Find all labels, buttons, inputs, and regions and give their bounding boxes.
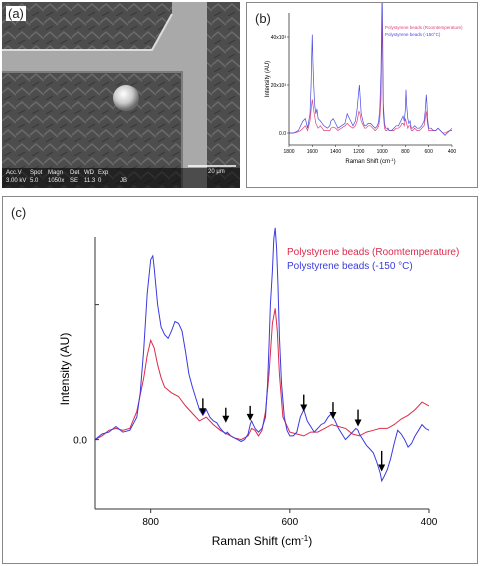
b-x-tick-label: 1400 [330,149,341,155]
c-arrow-head [300,404,308,412]
polystyrene-bead [113,85,139,111]
panel-label-a: (a) [6,6,26,21]
sem-header-magn: Magn [48,170,64,176]
spectrum-panel-b: (b) 1800 1600 1400 1200 1000 800 600 400 0.0 20x… [246,2,478,188]
c-arrow-head [246,413,254,421]
b-x-tick-label: 1600 [307,149,318,155]
sem-value-exp: 0 [98,178,102,184]
c-x-tick-label: 600 [281,517,298,528]
sem-info-bar: Acc.V Spot Magn Det WD Exp 3.00 kV 5.0 1… [2,168,240,188]
b-x-tick-label: 1000 [377,149,388,155]
b-y-tick-label: 0.0 [279,131,286,137]
b-y-tick-label: 40x10³ [271,35,287,41]
b-x-axis-label: Raman Shift (cm-1) [345,157,395,166]
sem-header-exp: Exp [98,170,109,176]
b-x-tick-label: 1200 [353,149,364,155]
sem-value-det: SE [70,178,79,184]
c-y-tick-label-zero: 0.0 [73,436,87,447]
sem-header-det: Det [70,170,80,176]
sem-image-panel: (a) Acc.V Spot Magn Det WD Exp 3.00 kV 5… [2,2,240,188]
c-legend-room: Polystyrene beads (Roomtemperature) [287,247,459,258]
b-x-tick-label: 800 [401,149,410,155]
sem-header-wd: WD [84,170,94,176]
sem-micrograph [2,2,240,188]
c-x-axis-label: Raman Shift (cm-1) [212,534,312,549]
b-y-tick-label: 20x10³ [271,83,287,89]
b-x-tick-label: 1800 [283,149,294,155]
sem-value-wd: 11.3 [84,178,96,184]
c-series-0 [94,308,430,441]
b-series-1 [289,3,452,136]
panel-label-b: (b) [253,11,273,26]
c-arrow-head [378,464,386,472]
c-arrow-head [354,419,362,427]
c-x-tick-label: 400 [421,517,438,528]
b-legend-cold: Polystyrene beads (-150°C) [385,32,441,37]
panel-label-c: (c) [9,205,29,220]
b-x-tick-label: 600 [425,149,434,155]
sem-value-spot: 5.0 [30,178,39,184]
c-arrow-head [222,415,230,423]
chart-b: 1800 1600 1400 1200 1000 800 600 400 0.0 20x10³ 4… [265,3,463,166]
sem-header-spot: Spot [30,170,43,176]
sem-value-magn: 1050x [48,178,65,184]
c-arrow-head [329,412,337,419]
b-x-tick-label: 400 [448,149,457,155]
b-legend-room: Polystyrene beads (Roomtemperature) [385,25,463,30]
sem-value-accv: 3.00 kV [6,178,27,184]
sem-header-accv: Acc.V [6,170,22,176]
sem-scale-label: 20 μm [208,169,225,175]
spectrum-panel-c: (c) 800 600 400 0.0 Raman Shift (cm-1) Int… [2,196,478,564]
sem-operator: JB [120,178,128,184]
c-series-1 [94,227,430,483]
c-y-axis-label: Intensity (AU) [58,333,72,406]
c-legend-cold: Polystyrene beads (-150 °C) [287,261,413,272]
c-x-tick-label: 800 [142,517,159,528]
chart-c: 800 600 400 0.0 Raman Shift (cm-1) Intensi… [58,227,459,549]
c-arrow-head [199,408,207,416]
b-y-axis-label: Intensity (AU) [265,61,271,97]
